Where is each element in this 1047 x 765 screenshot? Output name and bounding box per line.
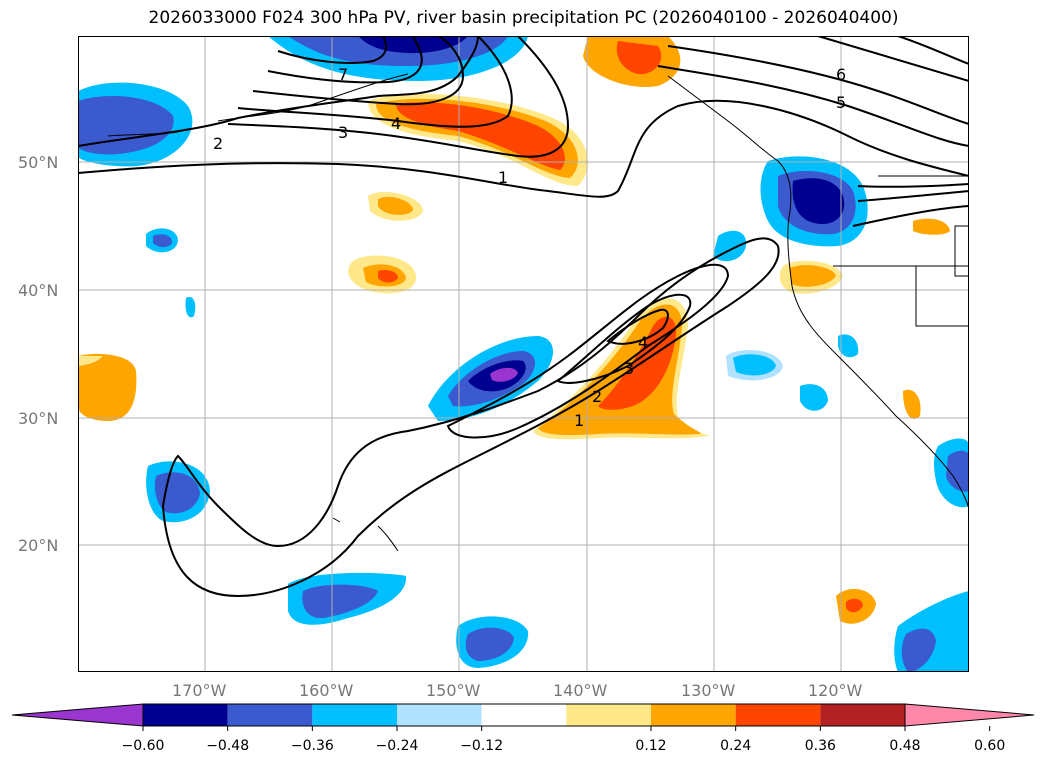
pv-contour-6 (267, 36, 423, 84)
contour-label: 4 (391, 114, 401, 133)
colorbar-tick-label: 0.48 (889, 738, 920, 754)
lat-label: 20°N (18, 536, 59, 555)
contour-label: 5 (836, 93, 846, 112)
contour-label: 1 (574, 411, 584, 430)
pv-contour-2 (78, 36, 479, 147)
contour-label: 4 (638, 333, 648, 352)
colorbar-extend-min (12, 703, 144, 727)
colorbar-segment (312, 704, 397, 726)
chart-title: 2026033000 F024 300 hPa PV, river basin … (148, 8, 899, 28)
pv-contour-jet-3 (556, 293, 692, 384)
colorbar-segment (143, 704, 228, 726)
contour-label: 2 (592, 387, 602, 406)
contour-label: 1 (498, 168, 508, 187)
lon-label: 150°W (426, 681, 481, 700)
lon-label: 130°W (681, 681, 736, 700)
contour-label: 2 (213, 134, 223, 153)
colorbar-segment (397, 704, 482, 726)
contour-labels: 1 2 3 4 5 6 7 1 2 3 4 (213, 65, 846, 430)
pv-contour-jet-2 (446, 263, 730, 439)
lon-label: 170°W (172, 681, 227, 700)
colorbar-tick-label: 0.12 (635, 738, 666, 754)
contour-label: 3 (624, 359, 634, 378)
colorbar-segment (566, 704, 651, 726)
colorbar-segment (227, 704, 313, 726)
lon-label: 120°W (808, 681, 863, 700)
pv-contour-jet-4 (606, 308, 669, 345)
colorbar-segment (481, 704, 567, 726)
colorbar: −0.60 −0.48 −0.36 −0.24 −0.12 0.12 0.24 0.36 0.4… (12, 703, 1035, 754)
contour-label: 6 (836, 65, 846, 84)
graticule (78, 36, 969, 672)
pv-contour-4 (237, 36, 513, 128)
colorbar-tick-label: 0.36 (805, 738, 836, 754)
pv-contour-ne-2 (667, 45, 969, 125)
pv-contour-jet-outer (161, 237, 780, 598)
lat-label: 50°N (18, 153, 59, 172)
pv-contour-5 (252, 36, 465, 106)
contour-label: 7 (338, 65, 348, 84)
colorbar-tick-label: −0.60 (122, 738, 165, 754)
colorbar-segment (651, 704, 736, 726)
colorbar-segments (12, 703, 1035, 727)
colorbar-tick-label: 0.24 (720, 738, 751, 754)
colorbar-ticks: −0.60 −0.48 −0.36 −0.24 −0.12 0.12 0.24 0.36 0.4… (122, 726, 1005, 754)
colorbar-tick-label: −0.12 (460, 738, 503, 754)
pv-contour-1 (78, 99, 969, 198)
colorbar-extend-max (904, 703, 1035, 727)
colorbar-tick-label: 0.60 (974, 738, 1005, 754)
lon-label: 160°W (299, 681, 354, 700)
pv-contour-ne-3 (817, 36, 969, 82)
colorbar-segment (820, 704, 905, 726)
colorbar-outline (142, 703, 906, 727)
anomaly-positive-west (78, 353, 137, 421)
colorbar-segment (735, 704, 821, 726)
contour-label: 3 (338, 123, 348, 142)
pv-contour-7 (277, 36, 387, 64)
pv-contour-ne-1 (657, 65, 969, 147)
lon-label: 140°W (553, 681, 608, 700)
colorbar-tick-label: −0.36 (291, 738, 334, 754)
colorbar-tick-label: −0.48 (206, 738, 249, 754)
pv-contour-ne-4 (897, 36, 969, 65)
map-panel[interactable]: 1 2 3 4 5 6 7 1 2 3 4 (78, 36, 969, 672)
lat-label: 40°N (18, 281, 59, 300)
colorbar-tick-label: −0.24 (376, 738, 419, 754)
pv-contour-3 (227, 36, 570, 158)
pv-contours (78, 36, 969, 598)
lat-label: 30°N (18, 409, 59, 428)
